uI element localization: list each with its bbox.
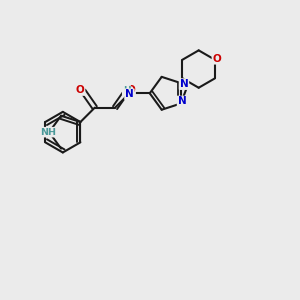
Text: N: N	[180, 79, 188, 89]
Text: O: O	[76, 85, 85, 95]
Text: H: H	[123, 86, 130, 95]
Text: N: N	[178, 97, 186, 106]
Text: O: O	[126, 85, 135, 95]
Text: O: O	[212, 54, 221, 64]
Text: NH: NH	[40, 128, 56, 137]
Text: N: N	[125, 89, 134, 99]
